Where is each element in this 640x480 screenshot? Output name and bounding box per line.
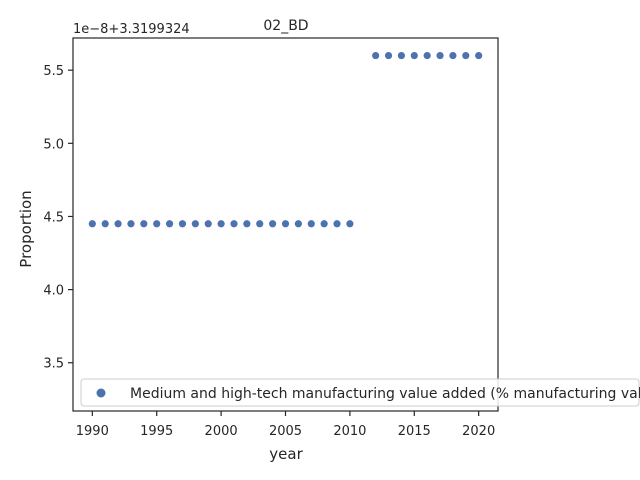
data-point bbox=[178, 220, 187, 228]
data-point bbox=[462, 51, 470, 60]
data-point bbox=[294, 220, 302, 228]
legend-entry-label: Medium and high-tech manufacturing value… bbox=[130, 386, 640, 402]
data-point bbox=[217, 220, 225, 228]
x-tick-label: 2000 bbox=[205, 424, 238, 439]
data-point bbox=[333, 220, 341, 228]
data-point bbox=[269, 220, 277, 228]
data-point bbox=[256, 220, 264, 228]
x-axis-label: year bbox=[269, 445, 303, 463]
x-tick-label: 1990 bbox=[76, 424, 109, 439]
legend: Medium and high-tech manufacturing value… bbox=[80, 378, 640, 407]
y-axis-label: Proportion bbox=[17, 190, 35, 267]
data-point bbox=[346, 220, 354, 228]
data-point bbox=[423, 51, 431, 60]
x-axis-ticks: 1990 1995 2000 2005 2010 2015 2020 bbox=[76, 411, 495, 439]
data-point bbox=[165, 220, 174, 228]
y-axis-ticks: 3.5 4.0 4.5 5.0 5.5 bbox=[43, 64, 73, 372]
offset-label: 1e−8+3.3199324 bbox=[73, 22, 190, 37]
data-point bbox=[101, 220, 109, 228]
data-point bbox=[449, 51, 457, 60]
data-point bbox=[397, 51, 406, 60]
data-point bbox=[281, 220, 290, 228]
data-point bbox=[230, 220, 238, 228]
data-point bbox=[114, 220, 122, 228]
legend-marker bbox=[96, 388, 106, 398]
y-tick-label: 5.0 bbox=[43, 137, 64, 152]
data-point bbox=[191, 220, 199, 228]
data-point bbox=[307, 220, 315, 228]
x-tick-label: 1995 bbox=[140, 424, 173, 439]
x-tick-label: 2020 bbox=[462, 424, 495, 439]
legend-box bbox=[80, 378, 640, 407]
data-point bbox=[243, 220, 251, 228]
data-point bbox=[475, 51, 483, 60]
data-point bbox=[204, 220, 212, 228]
data-point bbox=[410, 51, 418, 60]
data-point bbox=[436, 51, 444, 60]
data-point bbox=[320, 220, 328, 228]
data-point bbox=[127, 220, 135, 228]
data-point bbox=[384, 51, 393, 60]
data-point bbox=[372, 51, 380, 60]
data-point bbox=[140, 220, 148, 228]
y-tick-label: 4.5 bbox=[43, 210, 64, 225]
y-tick-label: 4.0 bbox=[43, 284, 64, 299]
x-tick-label: 2010 bbox=[333, 424, 366, 439]
data-point bbox=[153, 220, 161, 228]
x-tick-label: 2005 bbox=[269, 424, 302, 439]
y-tick-label: 5.5 bbox=[43, 64, 64, 79]
y-tick-label: 3.5 bbox=[43, 357, 64, 372]
data-points bbox=[88, 51, 483, 228]
x-tick-label: 2015 bbox=[398, 424, 431, 439]
data-point bbox=[88, 220, 96, 228]
chart-title: 02_BD bbox=[263, 18, 308, 34]
